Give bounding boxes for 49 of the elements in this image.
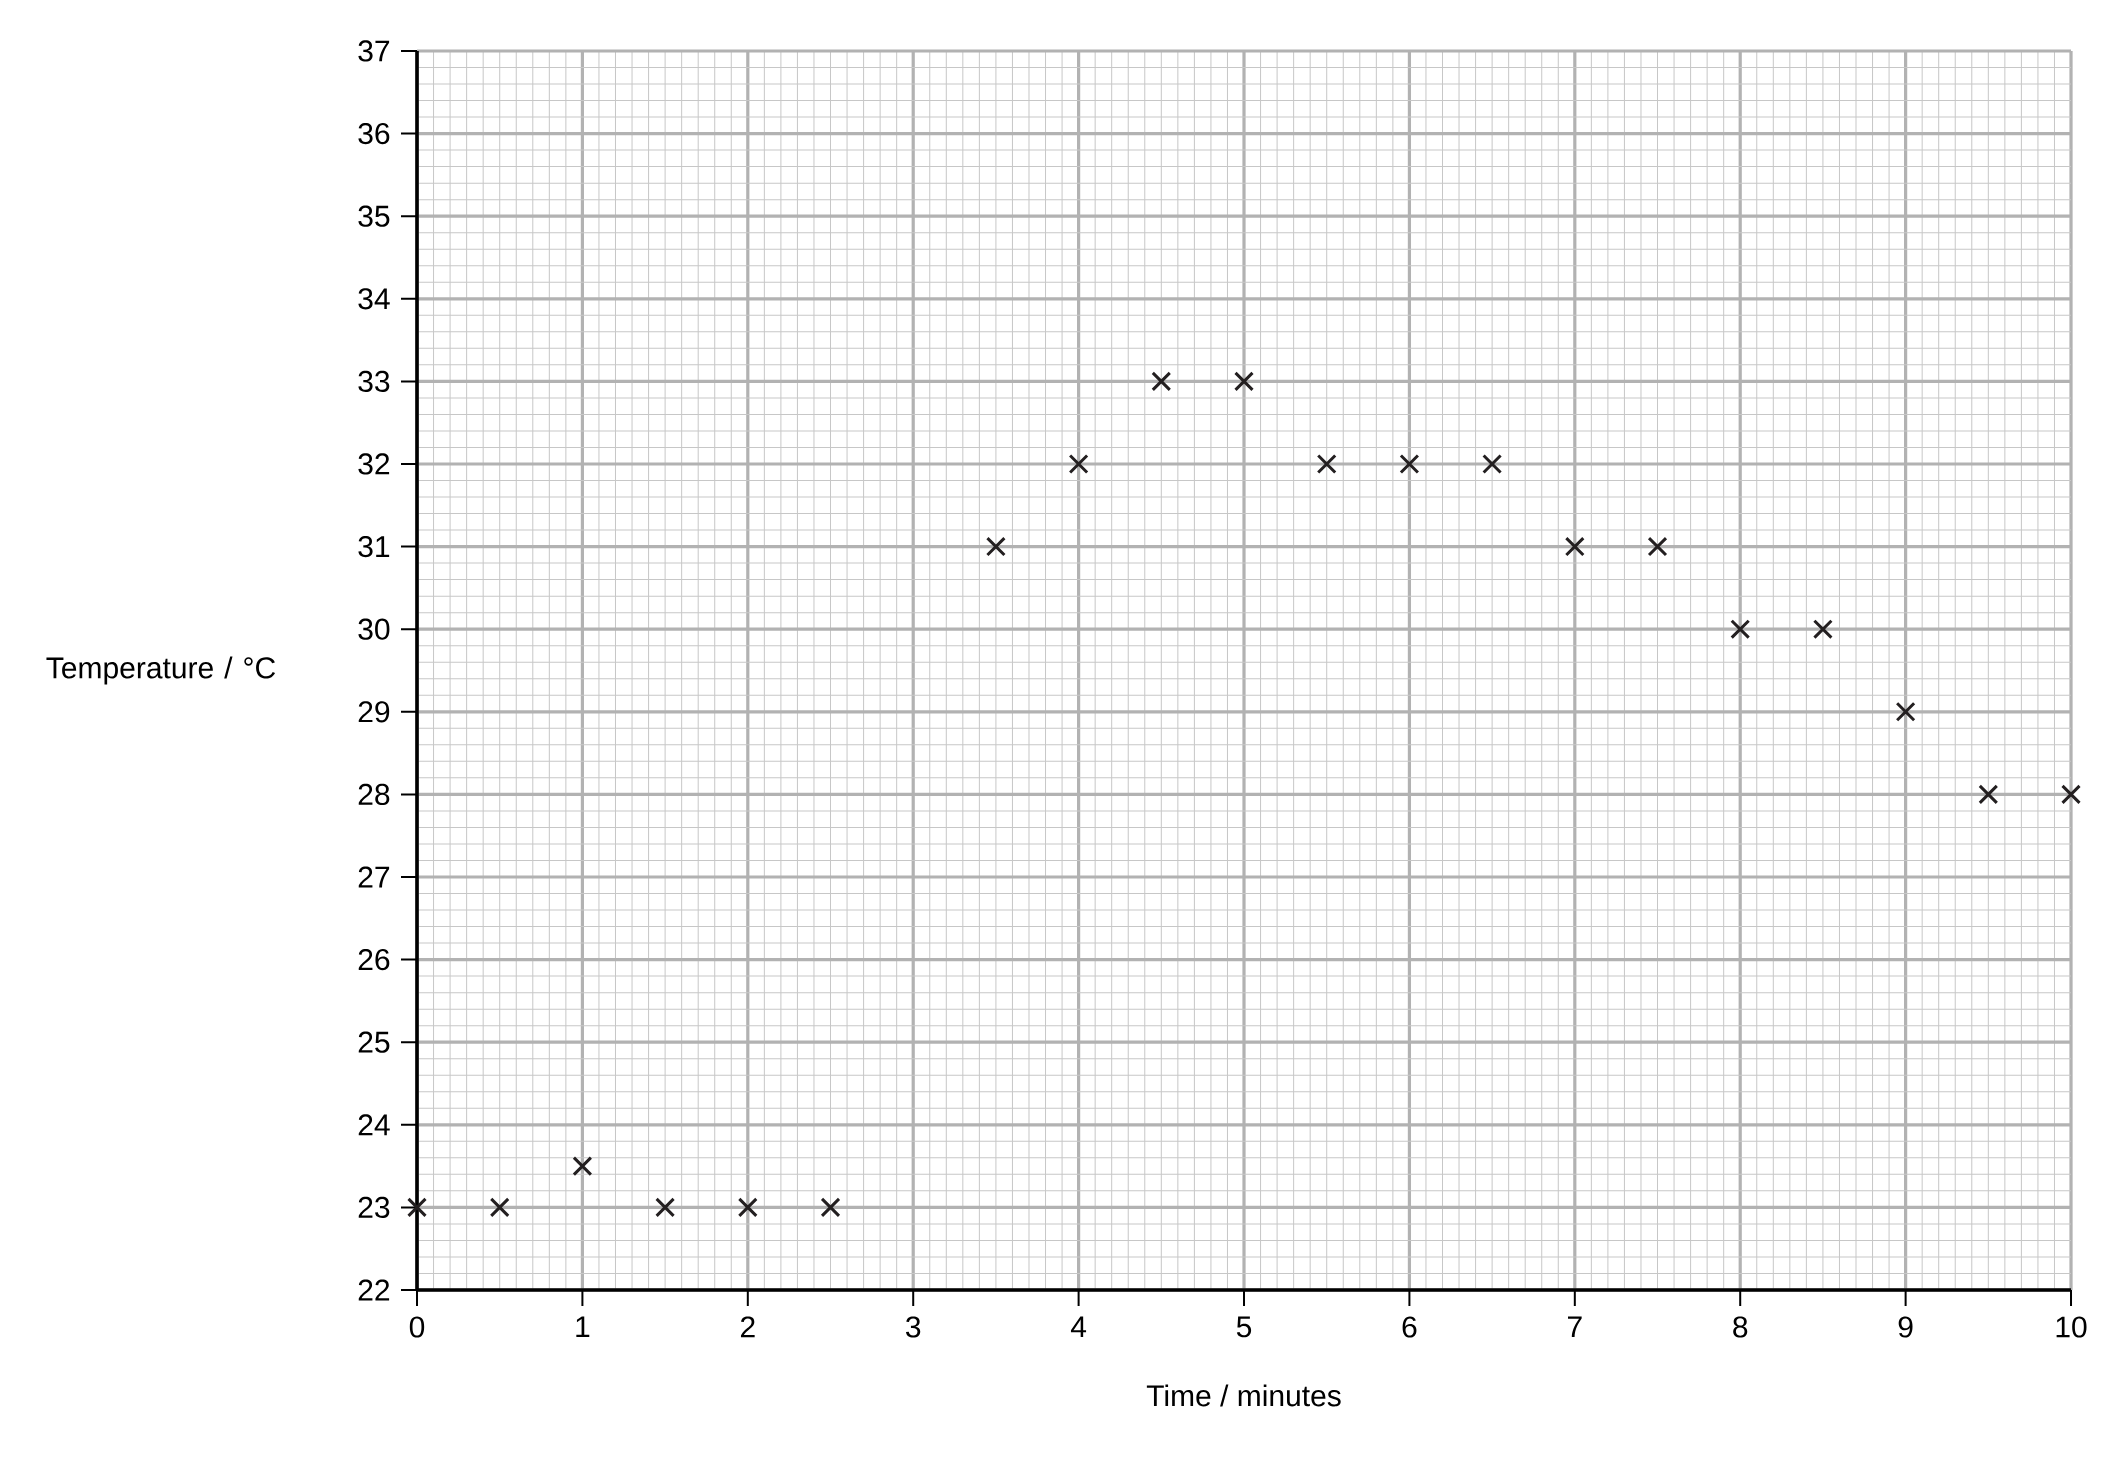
point <box>820 1197 841 1218</box>
y-tick-label: 28 <box>358 783 390 805</box>
x-tick-label: 10 <box>2056 1316 2087 1338</box>
x-tick-label: 0 <box>409 1316 425 1338</box>
y-tick-label: 35 <box>358 205 390 227</box>
x-tick-label: 7 <box>1568 1316 1582 1338</box>
x-tick-label: 3 <box>906 1316 921 1338</box>
y-tick-label: 30 <box>358 618 390 640</box>
point <box>489 1197 510 1218</box>
y-tick-label: 29 <box>358 701 390 723</box>
point <box>655 1197 676 1218</box>
x-tick-label: 8 <box>1733 1316 1748 1338</box>
point <box>1895 701 1916 722</box>
x-tick-label: 9 <box>1898 1316 1913 1338</box>
point <box>1482 454 1503 474</box>
y-tick-label: 26 <box>358 948 390 971</box>
point <box>1068 454 1089 474</box>
y-tick-label: 36 <box>358 122 390 145</box>
point <box>1647 536 1668 557</box>
y-tick-label: 33 <box>358 370 390 392</box>
x-axis-title: Time / minutes <box>1146 1384 1341 1407</box>
y-tick-label: 25 <box>358 1031 390 1053</box>
point <box>407 1197 427 1218</box>
x-tick-label: 6 <box>1402 1316 1417 1338</box>
x-tick-label: 5 <box>1236 1316 1252 1338</box>
point <box>2061 784 2081 805</box>
x-tick-label: 1 <box>576 1316 590 1338</box>
y-tick-label: 34 <box>358 288 390 310</box>
point <box>1399 454 1420 474</box>
point <box>985 536 1006 557</box>
y-tick-label: 24 <box>358 1114 390 1136</box>
point <box>1812 619 1833 640</box>
x-tick-label: 2 <box>740 1316 755 1338</box>
y-tick-label: 22 <box>358 1279 390 1301</box>
y-tick-label: 23 <box>358 1196 390 1218</box>
point <box>572 1156 593 1177</box>
point <box>1730 619 1751 640</box>
x-tick-label: 4 <box>1070 1316 1087 1338</box>
point <box>1316 454 1337 474</box>
point <box>1564 536 1585 557</box>
y-axis-title: Temperature / °C <box>46 656 276 685</box>
point <box>1151 371 1172 392</box>
point <box>737 1197 758 1218</box>
point <box>1234 371 1254 392</box>
point <box>1978 784 1999 805</box>
y-tick-label: 27 <box>358 866 390 888</box>
y-tick-label: 32 <box>358 453 390 475</box>
y-tick-label: 37 <box>358 40 390 62</box>
y-tick-label: 31 <box>358 535 390 558</box>
